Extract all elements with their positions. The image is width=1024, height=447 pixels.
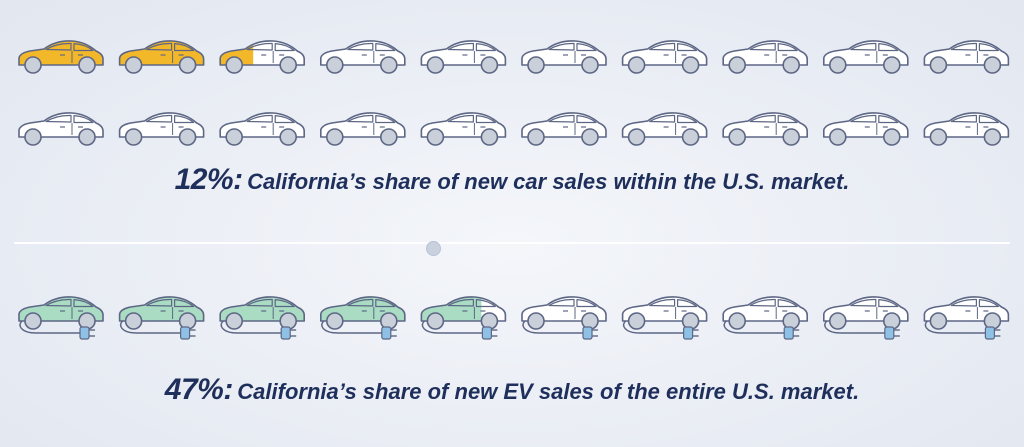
ev-car-icon	[118, 296, 205, 340]
ev-car-icon	[521, 296, 607, 340]
ev-car-icon	[420, 296, 507, 340]
ev-share-value: 47%:	[164, 373, 234, 406]
car-icon	[219, 40, 305, 74]
ev-car-icon	[923, 296, 1010, 340]
car-icon	[319, 40, 406, 74]
car-icon	[521, 40, 607, 74]
plug-icon	[19, 320, 95, 340]
car-icon	[420, 40, 507, 74]
car-icon	[722, 112, 809, 146]
car-icon	[18, 40, 104, 74]
ev-car-icon	[219, 296, 305, 340]
ev-car-icon	[822, 296, 909, 340]
car-icon	[923, 112, 1010, 146]
new-car-share-value: 12%:	[174, 163, 244, 196]
plug-icon	[220, 320, 297, 340]
car-icon	[822, 112, 909, 146]
plug-icon	[119, 320, 196, 340]
car-icon	[822, 40, 909, 74]
plug-icon	[622, 320, 699, 340]
car-icon	[621, 112, 708, 146]
car-icon	[621, 40, 708, 74]
plug-icon	[421, 320, 498, 340]
ev-share-text: California’s share of new EV sales of th…	[237, 379, 860, 404]
ev-sales-pictogram	[18, 296, 1010, 340]
ev-car-icon	[722, 296, 809, 340]
car-icon	[319, 112, 406, 146]
car-icon	[18, 112, 104, 146]
car-icon	[118, 40, 205, 74]
ev-car-icon	[18, 296, 104, 340]
plug-icon	[321, 320, 397, 340]
plug-icon	[723, 320, 800, 340]
car-icon	[118, 112, 205, 146]
new-car-share-text: California’s share of new car sales with…	[247, 169, 850, 194]
ev-car-icon	[621, 296, 708, 340]
car-icon	[923, 40, 1010, 74]
divider-dot	[426, 241, 441, 256]
ev-share-caption: 47%: California’s share of new EV sales …	[0, 373, 1024, 407]
new-car-sales-pictogram	[18, 40, 1010, 146]
plug-icon	[824, 320, 900, 340]
car-icon	[420, 112, 507, 146]
car-icon	[219, 112, 305, 146]
car-icon	[521, 112, 607, 146]
section-divider	[14, 242, 1010, 244]
plug-icon	[522, 320, 598, 340]
plug-icon	[924, 320, 1001, 340]
car-icon	[722, 40, 809, 74]
new-car-share-caption: 12%: California’s share of new car sales…	[0, 163, 1024, 197]
ev-car-icon	[319, 296, 406, 340]
